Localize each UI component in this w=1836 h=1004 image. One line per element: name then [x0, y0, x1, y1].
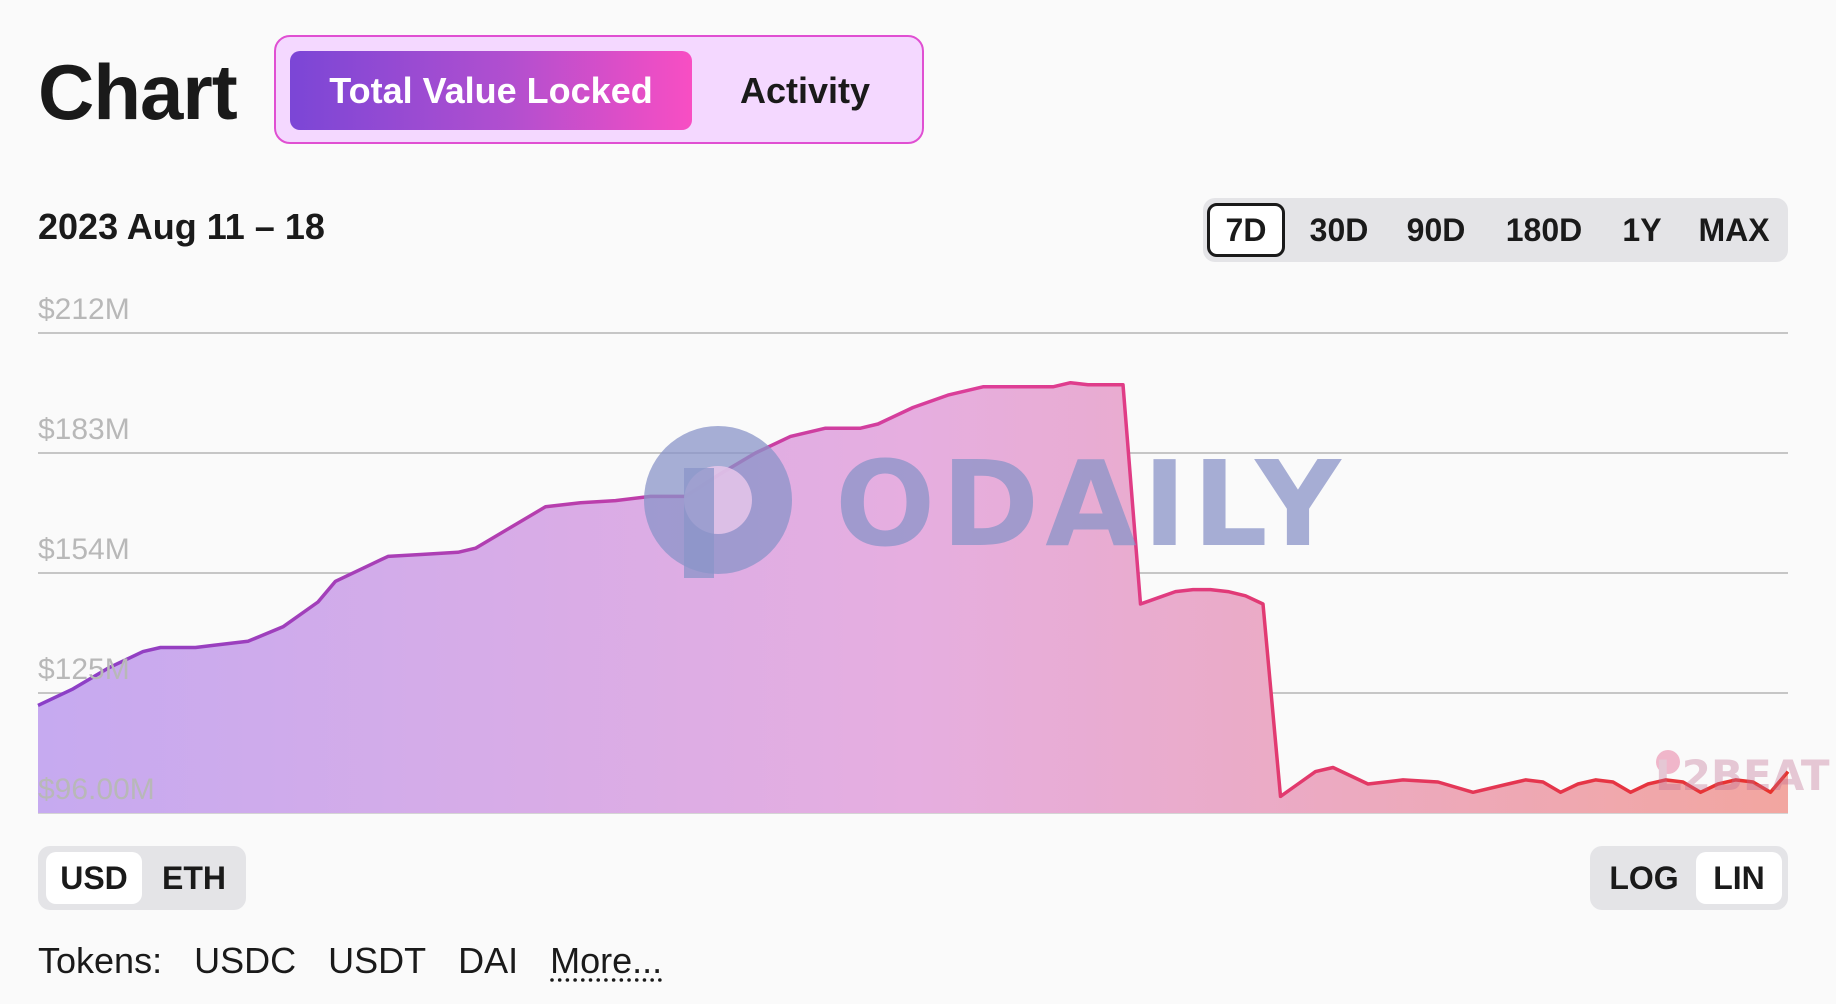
token-dai[interactable]: DAI: [458, 940, 519, 981]
tokens-label: Tokens:: [38, 940, 163, 981]
range-button-90d[interactable]: 90D: [1406, 211, 1466, 248]
time-range-selector: 7D 30D 90D 180D 1Y MAX: [1203, 198, 1788, 262]
usd-button[interactable]: USD: [46, 852, 142, 904]
scale-toggle: LOG LIN: [1590, 846, 1788, 910]
range-button-30d[interactable]: 30D: [1309, 211, 1369, 248]
tokens-row: Tokens: USDC USDT DAI More...: [38, 940, 694, 982]
tab-total-value-locked[interactable]: Total Value Locked: [290, 51, 692, 130]
range-button-7d[interactable]: 7D: [1207, 203, 1285, 257]
eth-button[interactable]: ETH: [162, 859, 226, 896]
y-tick-label: $183M: [38, 413, 130, 446]
page-title: Chart: [38, 48, 238, 136]
y-tick-label: $212M: [38, 293, 130, 326]
tvl-chart: ODAILY L2BEAT $212M $183M $154M $125M $96.00…: [37, 293, 1830, 814]
token-usdt[interactable]: USDT: [328, 940, 427, 981]
l2beat-watermark: L2BEAT: [1655, 751, 1830, 800]
l2beat-logo-icon: L2BEAT: [1655, 750, 1830, 800]
log-button[interactable]: LOG: [1609, 859, 1679, 896]
currency-toggle: USD ETH: [38, 846, 246, 910]
lin-button[interactable]: LIN: [1696, 852, 1782, 904]
more-tokens-link[interactable]: More...: [550, 940, 663, 981]
token-usdc[interactable]: USDC: [194, 940, 297, 981]
odaily-logo-icon: [644, 426, 792, 578]
range-button-1y[interactable]: 1Y: [1622, 211, 1662, 248]
tab-activity[interactable]: Activity: [739, 69, 871, 111]
watermark-text: ODAILY: [835, 435, 1347, 573]
tvl-line: [37, 380, 1790, 799]
range-button-180d[interactable]: 180D: [1505, 211, 1583, 248]
date-range-label: 2023 Aug 11 – 18: [38, 206, 325, 247]
y-tick-label: $154M: [38, 533, 130, 566]
y-tick-label: $96.00M: [38, 773, 155, 806]
y-tick-label: $125M: [38, 653, 130, 686]
tvl-area: [38, 382, 1788, 813]
range-button-max[interactable]: MAX: [1698, 211, 1770, 248]
chart-type-tabs: Total Value Locked Activity: [274, 35, 924, 144]
